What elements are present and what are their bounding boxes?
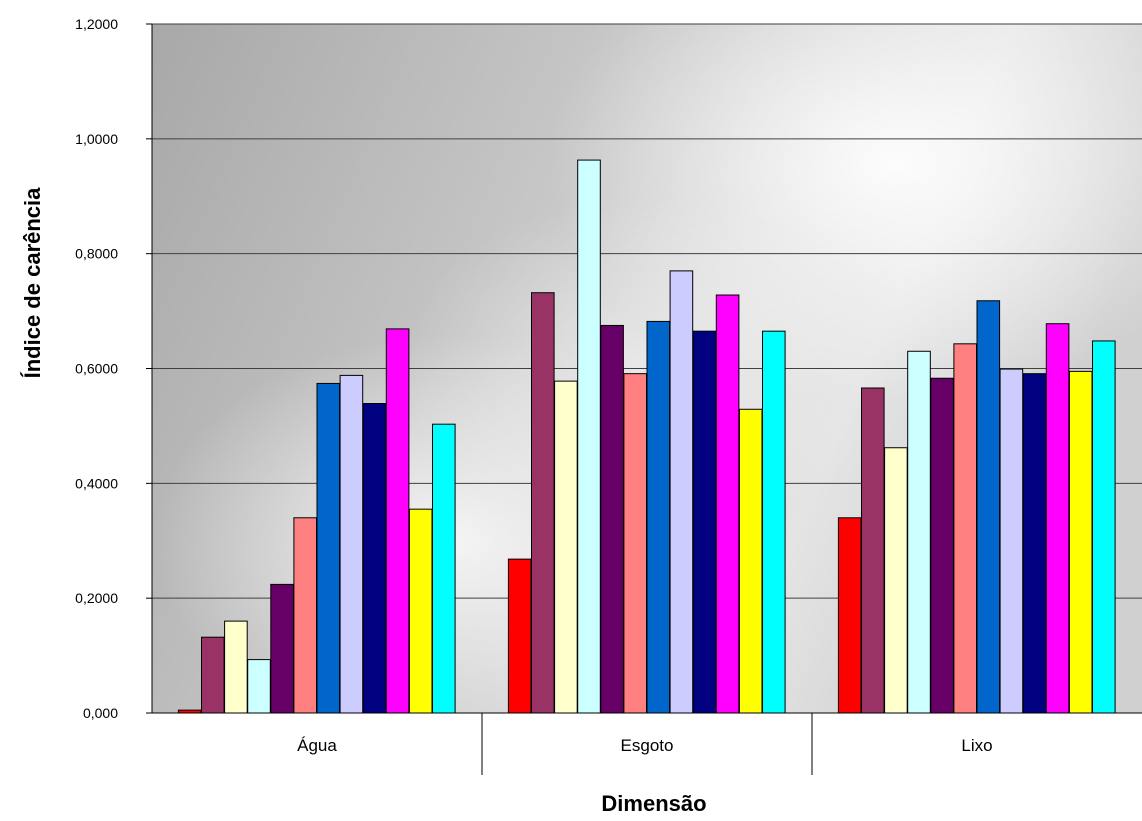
bar xyxy=(224,620,248,714)
bar xyxy=(554,380,578,714)
bar xyxy=(408,508,433,714)
y-tick-label: 1,0000 xyxy=(75,131,118,147)
bar xyxy=(930,377,954,714)
bar xyxy=(432,423,456,714)
bar xyxy=(692,330,717,714)
bars xyxy=(177,159,1116,714)
y-tick-label: 0,000 xyxy=(83,705,118,721)
x-category-label: Água xyxy=(297,736,337,755)
y-axis-title: Índice de carência xyxy=(20,187,45,379)
bar xyxy=(1092,340,1116,714)
bar xyxy=(1045,323,1070,714)
y-tick-labels: 0,000 0,2000 0,4000 0,6000 0,8000 1,0000 1,200… xyxy=(75,16,118,721)
bar xyxy=(247,659,271,714)
bar xyxy=(861,387,885,714)
bar xyxy=(507,558,532,714)
x-category-labels: Água Esgoto Lixo xyxy=(297,736,992,755)
bar xyxy=(623,373,648,714)
bar xyxy=(907,350,931,714)
bar xyxy=(715,294,740,714)
bar xyxy=(362,403,387,714)
bar xyxy=(1022,373,1047,714)
bar xyxy=(385,328,410,714)
bar xyxy=(577,159,601,714)
bar xyxy=(201,636,225,714)
bar xyxy=(953,343,978,714)
bar xyxy=(669,270,694,714)
x-category-label: Esgoto xyxy=(621,736,674,755)
bar xyxy=(339,374,364,714)
bar xyxy=(999,368,1024,714)
bar xyxy=(293,517,317,714)
bar xyxy=(884,447,908,714)
bar xyxy=(646,320,671,714)
axes xyxy=(146,23,1142,775)
bar xyxy=(738,408,763,714)
y-tick-label: 0,8000 xyxy=(75,246,118,262)
y-tick-label: 0,6000 xyxy=(75,361,118,377)
bar xyxy=(316,382,341,714)
bar xyxy=(762,330,786,714)
y-tick-label: 0,2000 xyxy=(75,590,118,606)
y-tick-label: 1,2000 xyxy=(75,16,118,32)
x-axis-title: Dimensão xyxy=(601,791,706,816)
bar xyxy=(837,517,862,714)
bar xyxy=(270,583,294,714)
bar xyxy=(600,324,624,714)
x-category-label: Lixo xyxy=(961,736,992,755)
y-tick-label: 0,4000 xyxy=(75,475,118,491)
bar xyxy=(531,292,555,714)
bar xyxy=(976,300,1001,714)
bar xyxy=(1068,370,1093,714)
